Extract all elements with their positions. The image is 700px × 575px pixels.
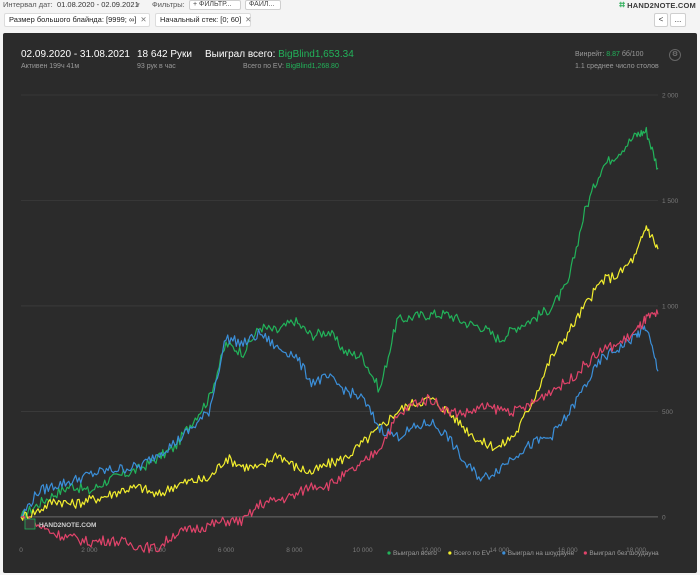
profit-graph: 0 500 1 000 1 500 2 000 0 2 000 4 000 6 000 8 000… xyxy=(19,93,679,558)
x-tick-label: 4 000 xyxy=(150,547,167,554)
add-filter-button[interactable]: + ФИЛЬТР... xyxy=(189,0,241,10)
ev-total: Всего по EV: BigBlind1,268.80 xyxy=(243,63,339,70)
y-tick-label: 0 xyxy=(662,514,666,521)
x-tick-label: 14 000 xyxy=(489,547,509,554)
logo: ⌗ HAND2NOTE.COM xyxy=(619,0,696,11)
y-tick-label: 1 000 xyxy=(662,303,679,310)
winrate: Винрейт: 8.87 бб/100 xyxy=(575,51,644,58)
legend-entry: Выиграл без шоудауна xyxy=(589,549,659,557)
more-button[interactable]: ... xyxy=(670,13,686,27)
x-tick-label: 12 000 xyxy=(421,547,441,554)
filter-chip-stack[interactable]: Начальный стек: [0; 60] ✕ xyxy=(155,13,251,27)
y-tick-label: 500 xyxy=(662,409,673,416)
hands-per-hour: 93 рук в час xyxy=(137,63,176,70)
y-tick-label: 1 500 xyxy=(662,198,679,205)
x-tick-label: 8 000 xyxy=(286,547,303,554)
series-line xyxy=(20,309,659,554)
hands-count: 18 642 Руки xyxy=(137,49,192,60)
x-tick-label: 18 000 xyxy=(626,547,646,554)
legend-entry: Всего по EV xyxy=(454,550,491,557)
interval-dropdown-icon[interactable]: ▾ xyxy=(136,0,140,9)
x-tick-label: 0 xyxy=(19,547,23,554)
active-time: Активен 199ч 41м xyxy=(21,63,80,70)
brand-text: HAND2NOTE.COM xyxy=(39,522,96,529)
series-line xyxy=(20,126,659,519)
series-line xyxy=(20,325,659,518)
files-button[interactable]: ФАЙЛ... xyxy=(245,0,281,10)
settings-icon[interactable]: ⚙ xyxy=(669,49,681,61)
close-icon[interactable]: ✕ xyxy=(245,15,252,24)
y-tick-label: 2 000 xyxy=(662,93,679,100)
brand-icon xyxy=(24,518,36,530)
legend-marker xyxy=(583,551,587,555)
legend-entry: Выиграл всего xyxy=(393,550,437,557)
avg-tables: 1.1 среднее число столов xyxy=(575,63,659,70)
top-toolbar: Интервал дат: 01.08.2020 - 02.09.2021 ▾ … xyxy=(0,0,700,11)
series-line xyxy=(20,225,659,521)
legend-marker xyxy=(448,551,452,555)
legend-marker xyxy=(502,551,506,555)
interval-value[interactable]: 01.08.2020 - 02.09.2021 xyxy=(57,0,139,9)
x-tick-label: 6 000 xyxy=(218,547,235,554)
prev-button[interactable]: < xyxy=(654,13,668,27)
date-range: 02.09.2020 - 31.08.2021 xyxy=(21,49,130,60)
x-tick-label: 2 000 xyxy=(81,547,98,554)
filters-label: Фильтры: xyxy=(152,0,185,9)
interval-label: Интервал дат: xyxy=(3,0,53,9)
legend-entry: Выиграл на шоудауне xyxy=(508,550,575,557)
legend-marker xyxy=(387,551,391,555)
x-tick-label: 10 000 xyxy=(353,547,373,554)
filter-chip-bigblind[interactable]: Размер большого блайнда: [9999; ∞] ✕ xyxy=(4,13,150,27)
logo-icon: ⌗ xyxy=(619,0,626,11)
graph-panel: 02.09.2020 - 31.08.2021 Активен 199ч 41м… xyxy=(3,33,697,573)
filter-chips-bar: Размер большого блайнда: [9999; ∞] ✕ Нача… xyxy=(0,13,700,29)
x-tick-label: 16 000 xyxy=(558,547,578,554)
close-icon[interactable]: ✕ xyxy=(140,15,147,24)
won-total: Выиграл всего: BigBlind1,653.34 xyxy=(205,49,354,60)
